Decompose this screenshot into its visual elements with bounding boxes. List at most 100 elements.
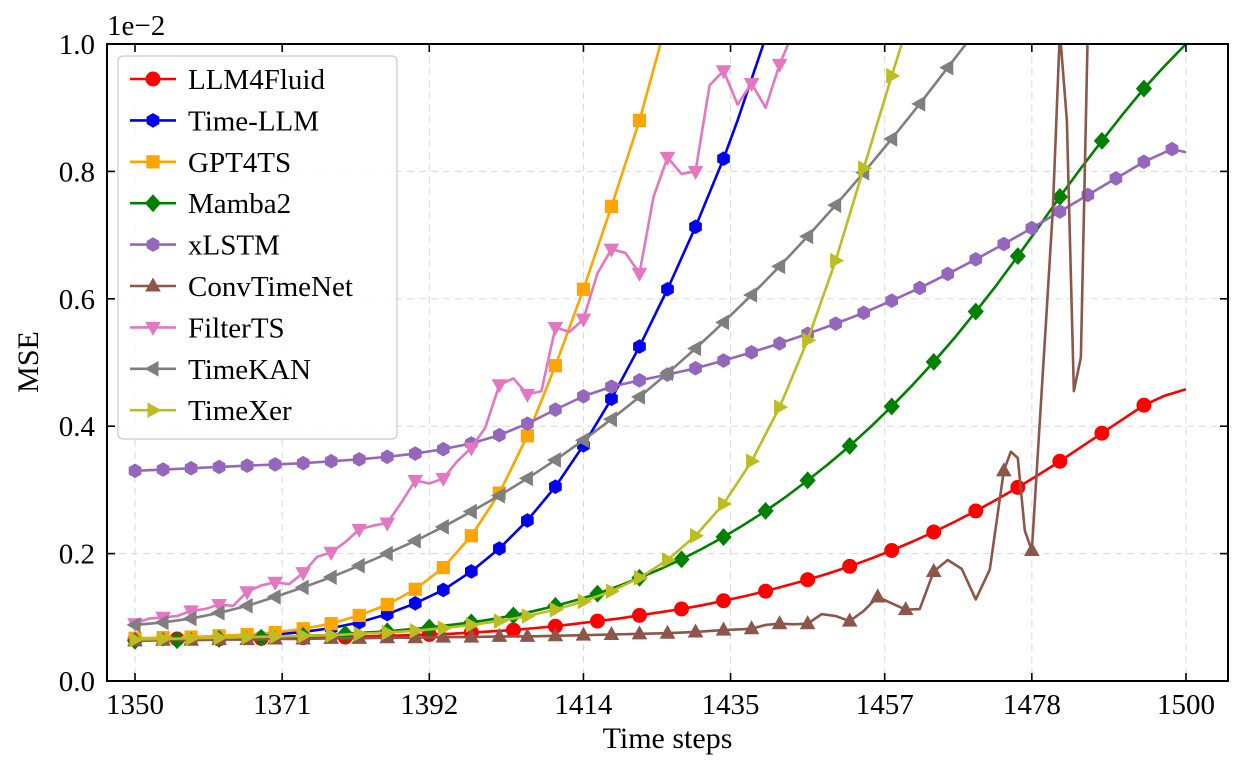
data-point-timexer [746, 453, 761, 470]
data-point-convtimenet [547, 627, 564, 642]
data-point-timexer [802, 332, 817, 349]
data-point-timexer [297, 627, 312, 644]
legend-marker-gpt4ts [146, 155, 160, 169]
data-point-mamba2 [757, 501, 774, 520]
data-point-mamba2 [925, 352, 942, 371]
data-point-timexer [521, 608, 536, 624]
data-point-time-llm [549, 479, 562, 495]
data-point-timexer [633, 569, 648, 586]
data-point-convtimenet [799, 615, 816, 630]
x-tick-label: 1435 [702, 689, 760, 721]
data-point-convtimenet [841, 612, 858, 627]
data-point-llm4fluid [1094, 425, 1110, 441]
data-point-llm4fluid [842, 558, 858, 574]
plot-frame [106, 43, 1229, 682]
data-point-llm4fluid [1052, 453, 1068, 469]
x-axis-label: Time steps [603, 722, 733, 755]
data-point-mamba2 [883, 397, 900, 416]
data-point-time-llm [717, 151, 730, 166]
data-point-timekan [126, 617, 141, 633]
data-point-xlstm [1109, 171, 1123, 186]
data-point-xlstm [997, 236, 1011, 252]
data-point-xlstm [745, 344, 758, 360]
data-point-timekan [715, 314, 730, 331]
data-point-xlstm [633, 373, 646, 388]
data-point-mamba2 [715, 528, 732, 546]
data-point-llm4fluid [1136, 397, 1152, 413]
data-point-mamba2 [841, 437, 858, 455]
data-point-xlstm [717, 353, 730, 368]
data-point-xlstm [773, 336, 786, 351]
data-point-time-llm [689, 219, 702, 235]
data-point-timekan [939, 59, 954, 76]
series-line-convtimenet [135, 44, 1089, 643]
data-point-mamba2 [799, 471, 816, 490]
data-point-filterts [379, 517, 396, 532]
y-axis-label: MSE [12, 331, 45, 393]
data-point-time-llm [436, 582, 450, 598]
data-point-filterts [771, 58, 788, 73]
data-point-timexer [886, 68, 901, 84]
data-point-timekan [154, 614, 169, 631]
data-point-timekan [378, 545, 393, 562]
data-point-gpt4ts [352, 608, 366, 623]
y-tick-label: 0.6 [59, 284, 95, 316]
data-point-filterts [519, 388, 536, 403]
x-tick-label: 1414 [554, 689, 613, 721]
y-offset-label: 1e−2 [107, 10, 165, 42]
data-point-mamba2 [1009, 247, 1026, 266]
x-tick-label: 1392 [400, 689, 458, 721]
data-point-convtimenet [463, 628, 480, 643]
data-point-gpt4ts [576, 282, 591, 296]
legend-label-filterts: FilterTS [188, 312, 285, 344]
legend-marker-llm4fluid [145, 71, 161, 87]
data-point-timekan [771, 258, 786, 275]
data-point-gpt4ts [324, 617, 338, 631]
data-point-timexer [213, 629, 228, 646]
data-point-timekan [182, 610, 197, 627]
data-point-filterts [183, 605, 199, 620]
x-tick-label: 1457 [856, 689, 914, 721]
data-point-llm4fluid [589, 613, 605, 629]
data-point-filterts [491, 379, 508, 394]
data-point-llm4fluid [800, 572, 816, 588]
data-point-timexer [858, 160, 873, 177]
data-point-convtimenet [603, 625, 620, 641]
data-point-timexer [577, 593, 592, 610]
x-tick-label: 1371 [253, 689, 311, 721]
data-point-timekan [687, 340, 702, 357]
data-point-xlstm [1165, 141, 1179, 157]
data-point-llm4fluid [674, 601, 689, 617]
data-point-llm4fluid [884, 542, 900, 558]
data-point-gpt4ts [604, 199, 619, 214]
data-point-xlstm [521, 416, 534, 431]
data-point-xlstm [913, 280, 927, 296]
data-point-timexer [129, 631, 144, 648]
data-point-timexer [605, 583, 620, 600]
data-point-timekan [799, 228, 814, 245]
data-point-filterts [351, 523, 368, 538]
data-point-timekan [210, 605, 225, 621]
data-point-time-llm [521, 513, 534, 528]
data-point-timekan [490, 487, 505, 504]
data-point-timexer [493, 613, 508, 629]
data-point-timexer [269, 628, 284, 645]
data-point-timekan [546, 452, 561, 468]
data-point-time-llm [464, 564, 478, 579]
data-point-mamba2 [967, 302, 984, 321]
data-point-timexer [718, 496, 733, 512]
data-point-timekan [630, 389, 645, 405]
data-point-timexer [465, 617, 480, 633]
data-point-filterts [575, 313, 592, 328]
data-point-xlstm [857, 305, 871, 321]
legend-marker-timekan [144, 360, 159, 377]
legend-item-mamba2: Mamba2 [130, 188, 291, 220]
series-timekan [126, 44, 968, 633]
y-tick-label: 0.2 [59, 539, 95, 571]
data-point-mamba2 [421, 618, 438, 637]
data-point-llm4fluid [632, 607, 647, 623]
data-point-convtimenet [995, 462, 1012, 477]
data-point-xlstm [156, 462, 170, 477]
data-point-timexer [409, 622, 424, 639]
